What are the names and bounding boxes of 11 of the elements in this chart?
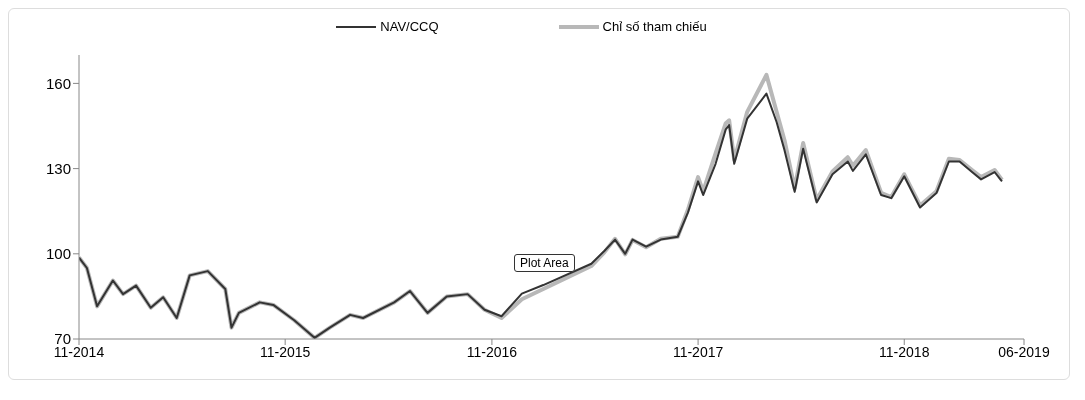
x-tick-label: 11-2018 (879, 343, 930, 360)
legend-label: Chỉ số tham chiếu (601, 19, 707, 34)
y-tick-label: 130 (45, 159, 71, 177)
y-tick-label: 100 (45, 245, 71, 263)
x-tick-label: 11-2015 (260, 343, 311, 360)
x-tick-label: 11-2016 (466, 343, 518, 360)
x-tick-label: 11-2017 (672, 343, 724, 360)
legend-label: NAV/CCQ (379, 19, 439, 34)
x-tick-label: 06-2019 (998, 343, 1050, 360)
y-tick-label: 160 (45, 74, 71, 92)
annotation: Plot Area (514, 254, 575, 272)
